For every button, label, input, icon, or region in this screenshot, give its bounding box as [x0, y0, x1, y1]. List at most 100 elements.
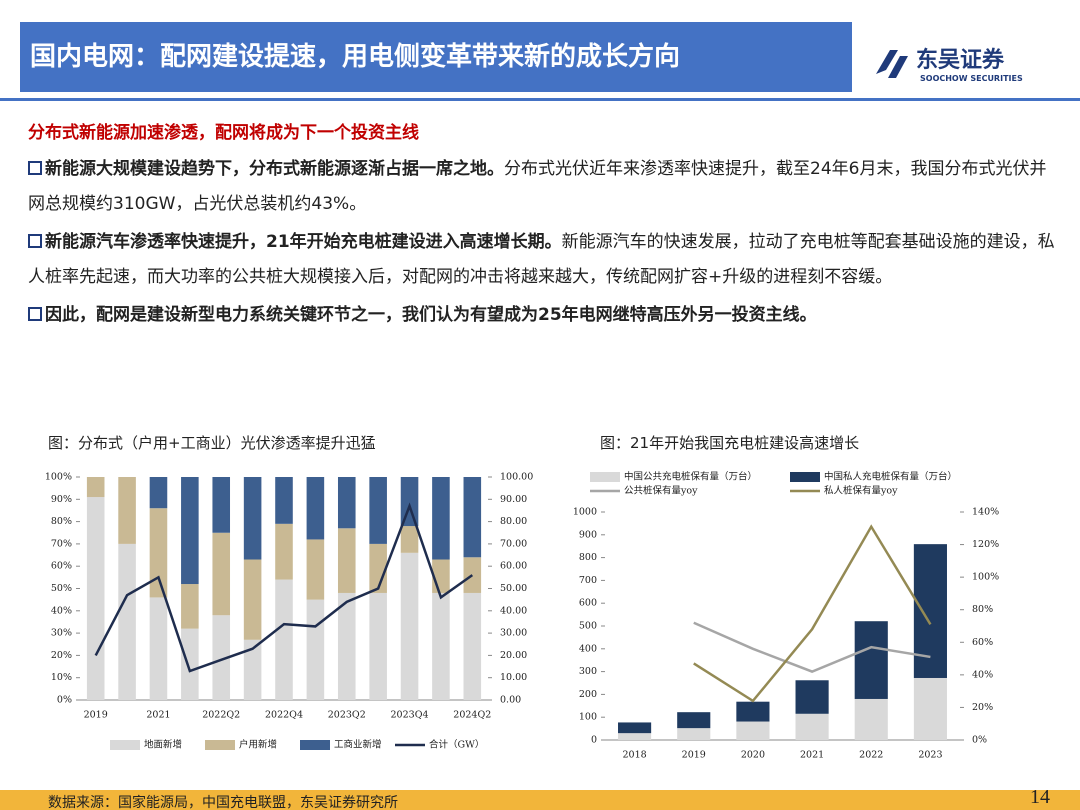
y-tick-label: 50% [51, 583, 72, 594]
chart-title: 图：分布式（户用+工商业）光伏渗透率提升迅猛 [48, 434, 376, 452]
bar-segment [149, 477, 168, 509]
legend-swatch [790, 472, 820, 482]
y2-tick-label: 100% [972, 572, 999, 583]
y-tick-label: 100% [45, 472, 72, 483]
bar-segment [149, 508, 168, 598]
y-tick-label: 70% [51, 538, 72, 549]
chart: 0% 10% 20% 30% 40% 50% 60% 70% 80% 90% 100% 0.00 10.… [45, 472, 533, 751]
y2-tick-label: 40.00 [500, 605, 527, 616]
bar-segment [432, 477, 450, 560]
bar-segment [618, 733, 652, 740]
legend-swatch [205, 740, 235, 750]
y-tick-label: 700 [579, 575, 597, 586]
y-tick-label: 200 [579, 689, 597, 700]
y2-tick-label: 80.00 [500, 516, 527, 527]
subtitle: 分布式新能源加速渗透，配网将成为下一个投资主线 [28, 123, 419, 143]
legend-label: 工商业新增 [334, 739, 382, 751]
x-tick-label: 2019 [682, 750, 706, 761]
bar-segment [337, 477, 356, 529]
bullet-text: 新能源汽车的快速发展，拉动了充电桩等配套基础设施的建设，私人桩率先起速，而大功率… [28, 232, 1055, 287]
bar-segment [913, 544, 947, 678]
legend-swatch [300, 740, 330, 750]
bar-segment [181, 477, 199, 585]
bar-segment [306, 477, 325, 540]
page-number: 14 [1030, 786, 1050, 808]
y2-tick-label: 30.00 [500, 628, 527, 639]
y2-tick-label: 50.00 [500, 583, 527, 594]
bar-segment [400, 477, 419, 527]
bar-segment [181, 628, 199, 700]
x-tick-label: 2020 [741, 750, 765, 761]
y-tick-label: 80% [51, 516, 72, 527]
y-tick-label: 100 [579, 712, 597, 723]
y2-tick-label: 0.00 [500, 695, 521, 706]
x-tick-label: 2022Q4 [265, 710, 303, 721]
bar-segment [243, 477, 262, 560]
y-tick-label: 500 [579, 621, 597, 632]
bar-segment [736, 721, 770, 740]
logo-name: 东吴证券 [916, 48, 1005, 73]
bullet-bold: 因此，配网是建设新型电力系统关键环节之一，我们认为有望成为25年电网继特高压外另… [45, 305, 817, 325]
bar-segment [432, 592, 450, 700]
bar-segment [306, 599, 325, 700]
chart: 0 100 200 300 400 500 600 700 800 900 1000 0% 20% 40%… [573, 471, 999, 761]
legend-label: 私人桩保有量yoy [824, 485, 898, 497]
bar-segment [243, 559, 262, 640]
bullet: 新能源大规模建设趋势下，分布式新能源逐渐占据一席之地。分布式光伏近年来渗透率快速… [28, 152, 1058, 222]
bullet-bold: 新能源大规模建设趋势下，分布式新能源逐渐占据一席之地。 [45, 159, 504, 179]
bar-segment [212, 477, 231, 533]
y2-tick-label: 80% [972, 604, 993, 615]
bar-segment [212, 615, 231, 700]
bar-segment [736, 701, 770, 722]
bar-segment [463, 592, 482, 700]
bar-segment [275, 477, 293, 524]
y-tick-label: 90% [51, 494, 72, 505]
legend-swatch [110, 740, 140, 750]
bar-segment [400, 526, 419, 553]
bar-segment [86, 497, 105, 700]
x-tick-label: 2022 [859, 750, 883, 761]
logo-icon [876, 50, 908, 78]
footer-band [0, 790, 1080, 810]
y-tick-label: 10% [51, 672, 72, 683]
bar-segment [400, 552, 419, 700]
y2-tick-label: 70.00 [500, 538, 527, 549]
x-tick-label: 2021 [800, 750, 824, 761]
bar-segment [337, 528, 356, 593]
bullet: 新能源汽车渗透率快速提升，21年开始充电桩建设进入高速增长期。新能源汽车的快速发… [28, 225, 1058, 295]
bar-segment [854, 621, 888, 699]
y2-tick-label: 90.00 [500, 494, 527, 505]
y-tick-label: 600 [579, 598, 597, 609]
x-tick-label: 2023 [918, 750, 942, 761]
bullet: 因此，配网是建设新型电力系统关键环节之一，我们认为有望成为25年电网继特高压外另… [28, 298, 1058, 333]
x-tick-label: 2022Q2 [202, 710, 240, 721]
y2-tick-label: 60.00 [500, 561, 527, 572]
y-tick-label: 30% [51, 628, 72, 639]
x-tick-label: 2024Q2 [453, 710, 491, 721]
bar-segment [677, 728, 711, 740]
legend-label: 合计（GW） [429, 739, 484, 751]
bar-segment [369, 477, 387, 544]
y2-tick-label: 120% [972, 539, 999, 550]
x-tick-label: 2023Q4 [391, 710, 429, 721]
source: 数据来源：国家能源局，中国充电联盟，东吴证券研究所 [48, 795, 398, 810]
x-tick-label: 2023Q2 [328, 710, 366, 721]
bar-segment [795, 680, 829, 714]
bar-segment [86, 477, 105, 498]
line [693, 621, 931, 673]
bar-segment [463, 557, 482, 593]
legend-label: 户用新增 [239, 739, 277, 751]
line [94, 502, 474, 673]
logo-sub: SOOCHOW SECURITIES [920, 74, 1023, 83]
y-tick-label: 800 [579, 552, 597, 563]
y-tick-label: 400 [579, 643, 597, 654]
x-tick-label: 2019 [84, 710, 108, 721]
x-tick-label: 2018 [622, 750, 646, 761]
bullet-text: 分布式光伏近年来渗透率快速提升，截至24年6月末，我国分布式光伏并网总规模约31… [28, 159, 1047, 214]
y-tick-label: 0 [591, 735, 597, 746]
bar-segment [463, 477, 482, 558]
y-tick-label: 60% [51, 561, 72, 572]
bar-segment [854, 698, 888, 740]
bar-segment [913, 677, 947, 740]
y2-tick-label: 0% [972, 735, 987, 746]
